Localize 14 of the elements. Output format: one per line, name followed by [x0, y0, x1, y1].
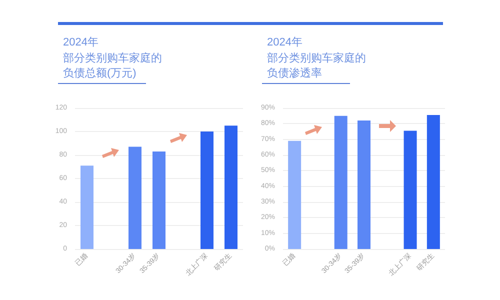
- chart-subtitle: 部分类别购车家庭的负债渗透率: [267, 52, 366, 80]
- chart-title: 2024年: [267, 36, 302, 48]
- bar: [80, 166, 94, 249]
- bar: [288, 140, 302, 249]
- chart-subtitle: 部分类别购车家庭的负债总额(万元): [63, 52, 162, 80]
- bar: [152, 151, 166, 249]
- bar: [426, 115, 440, 249]
- bar: [334, 116, 348, 249]
- chart-title: 2024年: [63, 36, 98, 48]
- bar: [200, 132, 214, 249]
- bar: [128, 146, 142, 249]
- bar: [224, 126, 238, 249]
- bar: [358, 120, 370, 249]
- bar: [404, 130, 417, 249]
